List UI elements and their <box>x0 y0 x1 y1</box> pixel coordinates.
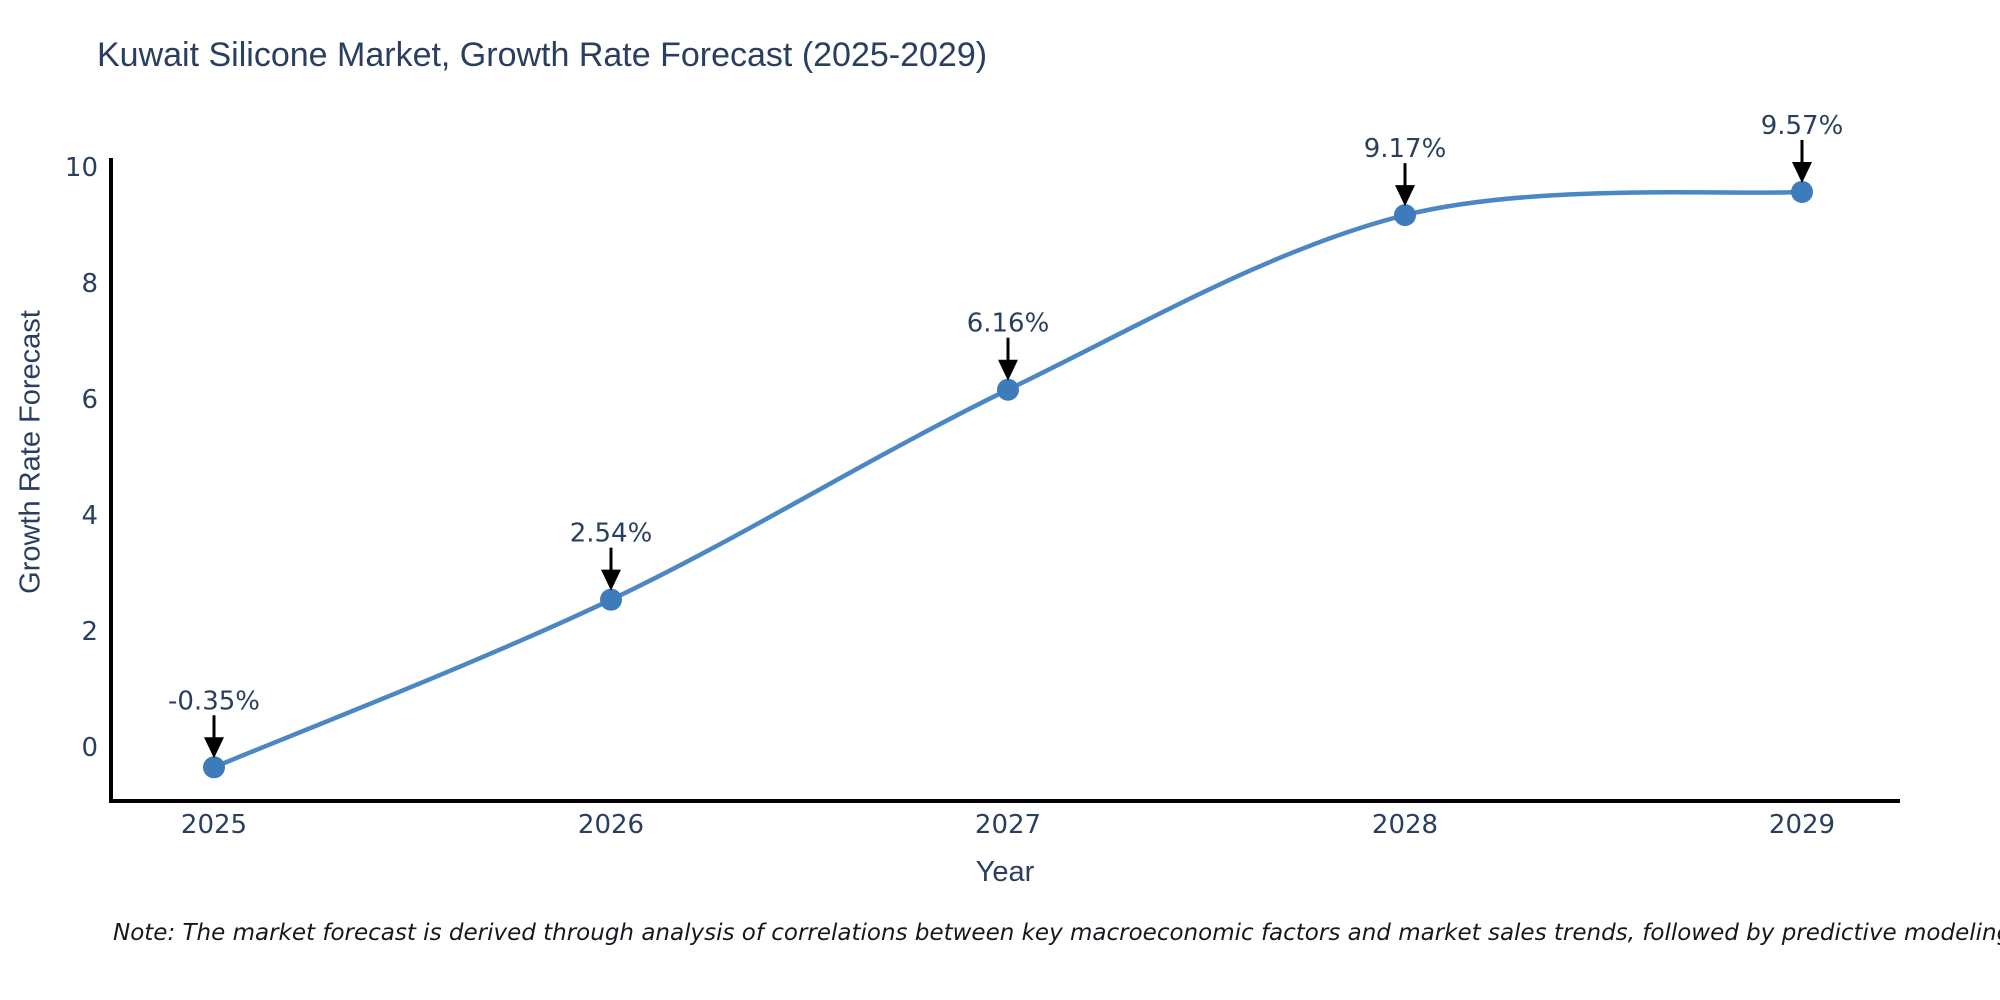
data-point-marker <box>997 378 1019 401</box>
y-tick-label: 4 <box>81 501 98 531</box>
y-tick-label: 2 <box>81 617 98 647</box>
x-tick-label: 2026 <box>578 810 644 840</box>
annotation-arrow-head <box>998 359 1018 381</box>
data-point-marker <box>600 588 622 611</box>
data-point-marker <box>1394 204 1416 227</box>
annotation-arrow-head <box>204 737 224 759</box>
footnote: Note: The market forecast is derived thr… <box>113 920 2000 946</box>
x-tick-label: 2029 <box>1769 810 1835 840</box>
y-tick-label: 6 <box>81 385 98 415</box>
data-point-label: 9.57% <box>1761 111 1844 141</box>
data-point-label: 2.54% <box>570 519 653 549</box>
annotation-arrow-head <box>1395 185 1415 207</box>
data-point-marker <box>203 756 225 779</box>
annotation-arrow-head <box>1792 161 1812 183</box>
forecast-spline-line <box>213 189 1803 770</box>
annotation-arrow-head <box>601 569 621 591</box>
y-axis-title: Growth Rate Forecast <box>14 310 47 594</box>
data-point-label: -0.35% <box>168 686 260 716</box>
x-axis-title: Year <box>975 856 1035 888</box>
data-point-label: 9.17% <box>1364 134 1447 164</box>
data-point-marker <box>1791 180 1813 203</box>
data-point-label: 6.16% <box>967 309 1050 339</box>
x-tick-label: 2027 <box>975 810 1041 840</box>
y-tick-label: 8 <box>81 269 98 299</box>
chart-title: Kuwait Silicone Market, Growth Rate Fore… <box>97 36 988 74</box>
y-tick-label: 10 <box>65 153 98 183</box>
x-tick-label: 2025 <box>181 810 247 840</box>
x-tick-label: 2028 <box>1372 810 1438 840</box>
y-tick-label: 0 <box>81 733 98 763</box>
